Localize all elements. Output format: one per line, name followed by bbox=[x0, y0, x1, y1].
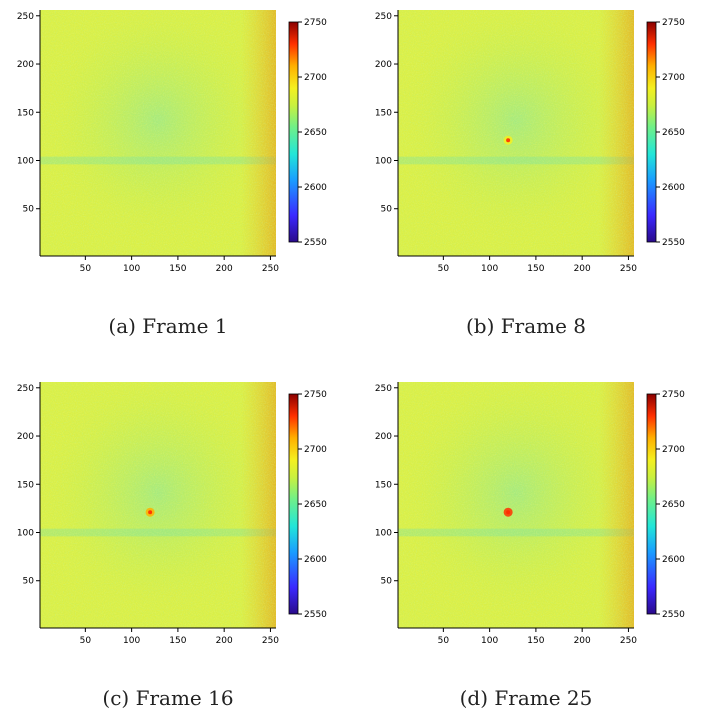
y-tick-label: 50 bbox=[23, 577, 35, 587]
x-tick-label: 150 bbox=[169, 636, 186, 646]
colorbar-tick-label: 2750 bbox=[662, 18, 685, 28]
x-tick-label: 50 bbox=[80, 636, 92, 646]
y-tick-label: 50 bbox=[23, 205, 35, 215]
x-tick-label: 50 bbox=[80, 264, 92, 274]
x-tick-label: 50 bbox=[438, 636, 450, 646]
x-tick-label: 200 bbox=[216, 264, 233, 274]
heatmap-panel-1: 50 100 150 200 250 50 100 150 200 250 2550 2600 2650… bbox=[17, 10, 327, 338]
heatmap-noise-cool bbox=[40, 10, 276, 256]
y-tick-label: 150 bbox=[17, 480, 34, 490]
y-tick-label: 200 bbox=[375, 60, 392, 70]
y-tick-label: 250 bbox=[375, 12, 392, 22]
x-tick-label: 100 bbox=[123, 264, 140, 274]
colorbar-tick-label: 2600 bbox=[662, 555, 685, 565]
colorbar-tick-label: 2550 bbox=[304, 610, 327, 620]
x-tick-label: 250 bbox=[620, 264, 637, 274]
y-tick-label: 150 bbox=[17, 108, 34, 118]
x-tick-label: 150 bbox=[169, 264, 186, 274]
x-tick-label: 200 bbox=[216, 636, 233, 646]
hot-spot-core bbox=[148, 510, 153, 515]
colorbar-tick-label: 2600 bbox=[304, 555, 327, 565]
heatmap-noise-cool bbox=[398, 382, 634, 628]
colorbar-tick-label: 2650 bbox=[662, 128, 685, 138]
colorbar-tick-label: 2700 bbox=[662, 445, 685, 455]
y-tick-label: 100 bbox=[17, 156, 34, 166]
hot-spot-core bbox=[506, 510, 511, 515]
colorbar-tick-label: 2750 bbox=[662, 390, 685, 400]
colorbar-tick-label: 2700 bbox=[662, 73, 685, 83]
y-tick-label: 200 bbox=[17, 432, 34, 442]
panel-caption: (d) Frame 25 bbox=[460, 686, 593, 710]
y-tick-label: 100 bbox=[375, 528, 392, 538]
x-tick-label: 250 bbox=[262, 636, 279, 646]
hot-spot-core bbox=[506, 138, 511, 143]
colorbar-tick-label: 2750 bbox=[304, 390, 327, 400]
y-tick-label: 100 bbox=[17, 528, 34, 538]
y-tick-label: 250 bbox=[17, 12, 34, 22]
x-tick-label: 150 bbox=[527, 264, 544, 274]
colorbar-tick-label: 2750 bbox=[304, 18, 327, 28]
colorbar bbox=[646, 393, 657, 615]
heatmap-panel-3: 50 100 150 200 250 50 100 150 200 250 2550 2600 2650… bbox=[17, 382, 327, 710]
x-tick-label: 250 bbox=[262, 264, 279, 274]
panel-caption: (c) Frame 16 bbox=[102, 686, 233, 710]
heatmap-panel-2: 50 100 150 200 250 50 100 150 200 250 2550 2600 2650… bbox=[375, 10, 685, 338]
y-tick-label: 50 bbox=[381, 577, 393, 587]
x-tick-label: 150 bbox=[527, 636, 544, 646]
heatmap-noise-cool bbox=[398, 10, 634, 256]
y-tick-label: 150 bbox=[375, 480, 392, 490]
colorbar-tick-label: 2550 bbox=[662, 610, 685, 620]
y-tick-label: 200 bbox=[17, 60, 34, 70]
colorbar-tick-label: 2700 bbox=[304, 73, 327, 83]
colorbar-tick-label: 2650 bbox=[304, 500, 327, 510]
colorbar-tick-label: 2700 bbox=[304, 445, 327, 455]
y-tick-label: 50 bbox=[381, 205, 393, 215]
heatmap-panel-4: 50 100 150 200 250 50 100 150 200 250 2550 2600 2650… bbox=[375, 382, 685, 710]
colorbar-tick-label: 2600 bbox=[304, 183, 327, 193]
y-tick-label: 150 bbox=[375, 108, 392, 118]
y-tick-label: 250 bbox=[17, 384, 34, 394]
panel-caption: (b) Frame 8 bbox=[466, 314, 586, 338]
colorbar bbox=[288, 393, 299, 615]
x-tick-label: 50 bbox=[438, 264, 450, 274]
x-tick-label: 100 bbox=[123, 636, 140, 646]
y-tick-label: 200 bbox=[375, 432, 392, 442]
panel-caption: (a) Frame 1 bbox=[108, 314, 227, 338]
y-tick-label: 100 bbox=[375, 156, 392, 166]
colorbar bbox=[288, 21, 299, 243]
colorbar-tick-label: 2650 bbox=[304, 128, 327, 138]
x-tick-label: 250 bbox=[620, 636, 637, 646]
colorbar bbox=[646, 21, 657, 243]
colorbar-tick-label: 2550 bbox=[662, 238, 685, 248]
colorbar-tick-label: 2550 bbox=[304, 238, 327, 248]
heatmap-noise-cool bbox=[40, 382, 276, 628]
x-tick-label: 200 bbox=[574, 636, 591, 646]
x-tick-label: 100 bbox=[481, 264, 498, 274]
y-tick-label: 250 bbox=[375, 384, 392, 394]
colorbar-tick-label: 2650 bbox=[662, 500, 685, 510]
x-tick-label: 100 bbox=[481, 636, 498, 646]
colorbar-tick-label: 2600 bbox=[662, 183, 685, 193]
x-tick-label: 200 bbox=[574, 264, 591, 274]
